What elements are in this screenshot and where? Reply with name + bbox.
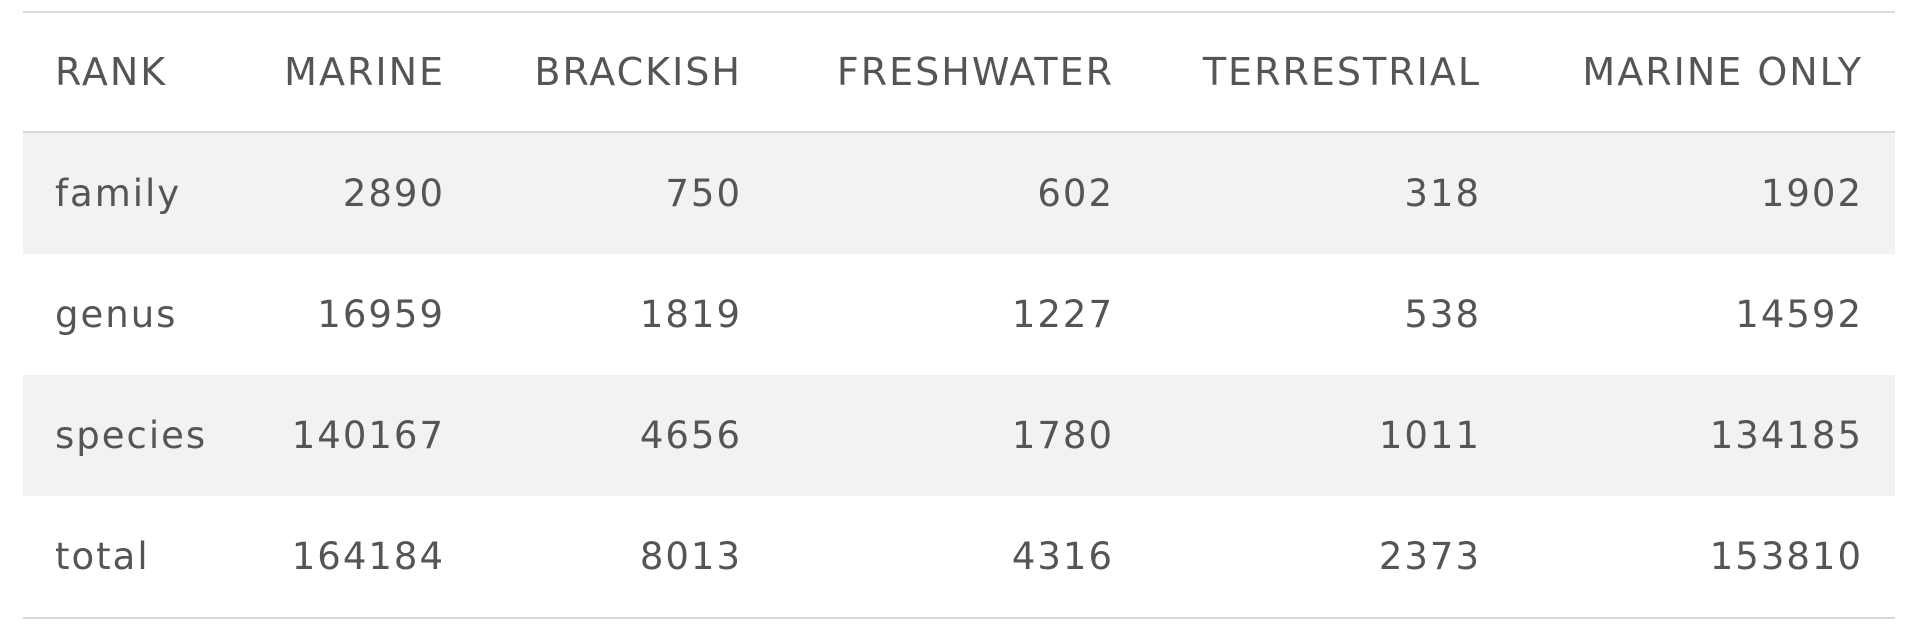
- freshwater-cell: 4316: [1011, 535, 1114, 578]
- rank-cell: genus: [55, 293, 178, 336]
- table-header-row: RANK MARINE BRACKISH FRESHWATER TERRESTR…: [23, 12, 1895, 132]
- marine-cell: 164184: [291, 535, 445, 578]
- marine-cell: 16959: [317, 293, 445, 336]
- table-row: family 2890 750 602 318 1902: [23, 132, 1895, 254]
- brackish-cell: 1819: [639, 293, 742, 336]
- terrestrial-cell: 318: [1404, 172, 1481, 215]
- column-header-terrestrial: TERRESTRIAL: [1202, 50, 1481, 94]
- brackish-cell: 750: [665, 172, 742, 215]
- brackish-cell: 4656: [639, 414, 742, 457]
- terrestrial-cell: 1011: [1378, 414, 1481, 457]
- column-header-rank: RANK: [55, 50, 168, 94]
- terrestrial-cell: 2373: [1378, 535, 1481, 578]
- marine-only-cell: 1902: [1760, 172, 1863, 215]
- table-row: genus 16959 1819 1227 538 14592: [23, 254, 1895, 375]
- brackish-cell: 8013: [639, 535, 742, 578]
- marine-cell: 2890: [342, 172, 445, 215]
- rank-cell: total: [55, 535, 150, 578]
- marine-only-cell: 134185: [1709, 414, 1863, 457]
- freshwater-cell: 1227: [1011, 293, 1114, 336]
- taxonomy-table: RANK MARINE BRACKISH FRESHWATER TERRESTR…: [23, 11, 1895, 619]
- terrestrial-cell: 538: [1404, 293, 1481, 336]
- column-header-freshwater: FRESHWATER: [836, 50, 1114, 94]
- freshwater-cell: 602: [1037, 172, 1114, 215]
- marine-only-cell: 153810: [1709, 535, 1863, 578]
- column-header-marine: MARINE: [284, 50, 445, 94]
- rank-cell: species: [55, 414, 208, 457]
- marine-cell: 140167: [291, 414, 445, 457]
- column-header-brackish: BRACKISH: [534, 50, 742, 94]
- rank-cell: family: [55, 172, 182, 215]
- table-row: species 140167 4656 1780 1011 134185: [23, 375, 1895, 496]
- table-row: total 164184 8013 4316 2373 153810: [23, 496, 1895, 618]
- taxonomy-table-container: RANK MARINE BRACKISH FRESHWATER TERRESTR…: [23, 11, 1895, 619]
- freshwater-cell: 1780: [1011, 414, 1114, 457]
- marine-only-cell: 14592: [1735, 293, 1863, 336]
- column-header-marine-only: MARINE ONLY: [1582, 50, 1863, 94]
